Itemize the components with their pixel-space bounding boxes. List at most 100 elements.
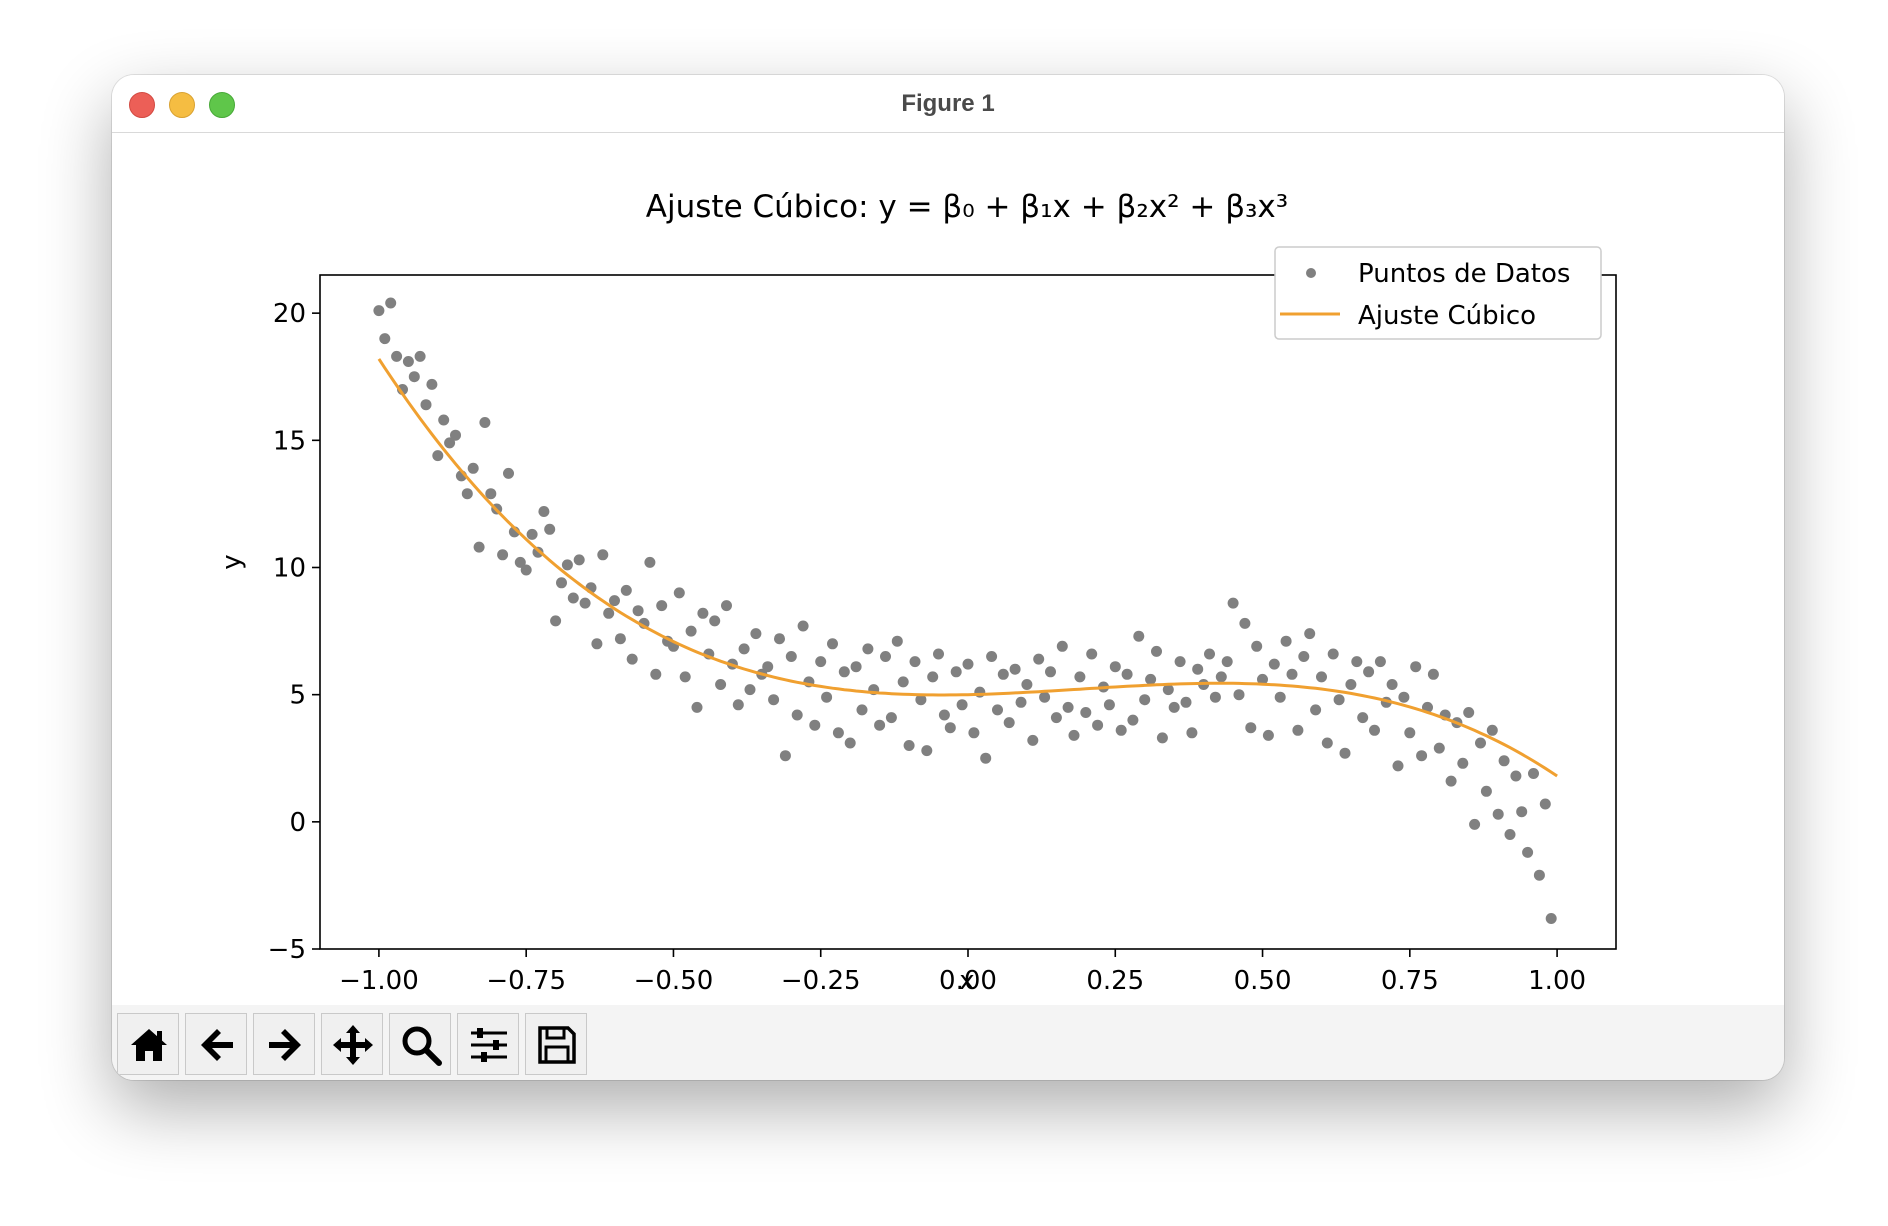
data-point	[986, 651, 998, 662]
back-button[interactable]	[185, 1013, 247, 1075]
data-point	[1386, 679, 1398, 690]
data-point	[550, 615, 562, 627]
data-point	[768, 694, 780, 706]
data-point	[679, 671, 691, 683]
forward-button[interactable]	[253, 1013, 315, 1075]
data-point	[709, 615, 721, 627]
data-point	[1209, 691, 1221, 703]
figure-canvas: Ajuste Cúbico: y = β₀ + β₁x + β₂x² + β₃x…	[112, 133, 1784, 1005]
data-point	[791, 709, 803, 721]
cubic-fit-line	[377, 358, 1558, 778]
data-point	[379, 333, 391, 345]
zoom-button[interactable]	[389, 1013, 451, 1075]
data-point	[1257, 673, 1268, 685]
data-point	[1545, 913, 1557, 924]
data-point	[721, 600, 732, 612]
x-tick-label: 0.75	[1381, 966, 1439, 996]
save-icon	[538, 1026, 576, 1064]
data-point	[1033, 653, 1045, 665]
legend: Puntos de Datos Ajuste Cúbico	[1274, 246, 1602, 340]
minimize-window-button[interactable]	[169, 92, 195, 118]
data-point	[1528, 768, 1539, 779]
close-window-button[interactable]	[129, 92, 155, 118]
configure-subplots-button[interactable]	[457, 1013, 519, 1075]
data-point	[567, 592, 579, 604]
data-point	[1215, 671, 1227, 683]
data-point	[779, 750, 791, 762]
data-point	[438, 414, 450, 426]
data-point	[526, 528, 538, 540]
data-point	[685, 625, 697, 637]
data-point	[467, 462, 479, 474]
save-button[interactable]	[525, 1013, 587, 1075]
data-point	[1015, 696, 1027, 708]
data-point	[1510, 770, 1522, 782]
data-point	[1516, 806, 1528, 818]
data-point	[1363, 666, 1375, 678]
data-point	[609, 595, 620, 607]
data-point	[632, 605, 644, 617]
data-point	[1445, 775, 1457, 787]
data-point	[1062, 701, 1074, 713]
data-point	[856, 704, 868, 716]
data-point	[1427, 668, 1439, 680]
data-point	[1292, 724, 1304, 736]
data-point	[850, 661, 862, 673]
y-tick-label: 10	[273, 553, 306, 583]
data-point	[1121, 668, 1133, 680]
data-point	[1050, 712, 1062, 724]
chart: Ajuste Cúbico: y = β₀ + β₁x + β₂x² + β₃x…	[217, 189, 1617, 996]
data-point	[1310, 704, 1322, 716]
data-point	[1192, 663, 1204, 675]
data-point	[520, 564, 532, 576]
data-point	[1480, 785, 1492, 797]
data-point	[832, 727, 844, 739]
data-point	[461, 488, 473, 500]
data-point	[1327, 648, 1339, 660]
y-tick-label: 0	[289, 808, 306, 838]
data-point	[503, 467, 514, 479]
data-point	[426, 378, 438, 390]
data-point	[691, 701, 703, 713]
data-point	[909, 656, 921, 668]
data-point	[715, 679, 727, 690]
data-point	[762, 661, 774, 673]
x-tick-label: 1.00	[1528, 966, 1586, 996]
data-point	[1463, 707, 1475, 718]
data-point	[1251, 640, 1263, 652]
pan-button[interactable]	[321, 1013, 383, 1075]
data-point	[838, 666, 850, 678]
data-point	[844, 737, 856, 749]
x-tick-label: 0.25	[1086, 966, 1144, 996]
data-point	[1080, 707, 1092, 718]
data-point	[750, 628, 762, 640]
home-button[interactable]	[117, 1013, 179, 1075]
data-point	[1357, 712, 1369, 724]
data-point	[1304, 628, 1316, 640]
axes-frame	[319, 274, 1617, 950]
forward-arrow-icon	[269, 1029, 301, 1061]
data-point	[997, 668, 1009, 680]
maximize-window-button[interactable]	[209, 92, 235, 118]
data-point	[1286, 668, 1298, 680]
chart-title: Ajuste Cúbico: y = β₀ + β₁x + β₂x² + β₃x…	[646, 189, 1288, 225]
data-point	[1221, 656, 1233, 668]
data-point	[1074, 671, 1086, 683]
x-tick-label: 0.00	[939, 966, 997, 996]
data-point	[880, 651, 891, 662]
data-point	[1180, 696, 1192, 708]
data-point	[1392, 760, 1404, 772]
data-point	[1156, 732, 1168, 744]
data-point	[1103, 699, 1115, 711]
data-point	[603, 607, 615, 619]
zoom-icon	[402, 1026, 442, 1066]
data-point	[1151, 645, 1162, 657]
data-point	[927, 671, 939, 683]
data-point	[673, 587, 685, 599]
data-point	[620, 584, 632, 596]
data-point	[1280, 635, 1292, 647]
data-point	[827, 638, 838, 650]
data-point	[420, 399, 432, 411]
data-point	[897, 676, 909, 688]
x-tick-label: 0.50	[1234, 966, 1292, 996]
